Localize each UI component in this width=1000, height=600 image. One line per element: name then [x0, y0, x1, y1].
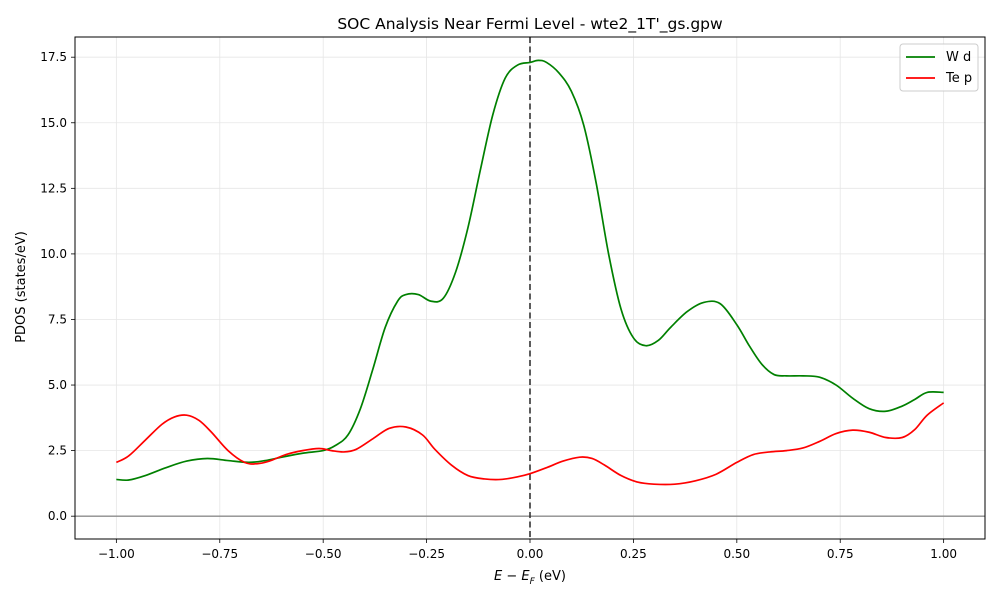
- x-tick-label: 0.75: [827, 547, 854, 561]
- x-tick-label: 0.25: [620, 547, 647, 561]
- y-tick-label: 10.0: [40, 247, 67, 261]
- x-axis-label: E − EF (eV): [494, 569, 566, 587]
- y-tick-label: 7.5: [48, 312, 67, 326]
- x-axis-label-unit: (eV): [535, 569, 566, 584]
- y-tick-label: 12.5: [40, 181, 67, 195]
- y-tick-label: 0.0: [48, 509, 67, 523]
- y-axis-label: PDOS (states/eV): [14, 231, 29, 343]
- reference-lines: [75, 37, 985, 539]
- y-tick-label: 17.5: [40, 50, 67, 64]
- x-axis-label-main: E − E: [494, 569, 530, 584]
- x-tick-label: −1.00: [98, 547, 135, 561]
- series-line-w-d: [116, 59, 944, 482]
- x-tick-label: 1.00: [930, 547, 957, 561]
- series-line-te-p: [115, 402, 945, 486]
- legend: W d Te p: [899, 43, 979, 92]
- x-tick-label: −0.50: [305, 547, 342, 561]
- y-axis-ticks: 0.0 2.5 5.0 7.5 10.0 12.5 15.0 17.5: [40, 50, 75, 523]
- x-tick-label: 0.50: [723, 547, 750, 561]
- y-tick-label: 5.0: [48, 378, 67, 392]
- chart-title: SOC Analysis Near Fermi Level - wte2_1T'…: [337, 15, 723, 34]
- x-tick-label: −0.75: [201, 547, 238, 561]
- legend-box: [899, 43, 979, 92]
- x-tick-label: −0.25: [408, 547, 445, 561]
- x-tick-label: 0.00: [517, 547, 544, 561]
- series-lines: [115, 59, 945, 486]
- y-tick-label: 15.0: [40, 116, 67, 130]
- x-axis-ticks: −1.00 −0.75 −0.50 −0.25 0.00 0.25 0.50 0.75 1.00: [98, 539, 957, 561]
- y-tick-label: 2.5: [48, 444, 67, 458]
- legend-label-w-d: W d: [946, 50, 971, 65]
- legend-label-te-p: Te p: [945, 71, 972, 86]
- x-axis-label-subscript: F: [530, 577, 536, 587]
